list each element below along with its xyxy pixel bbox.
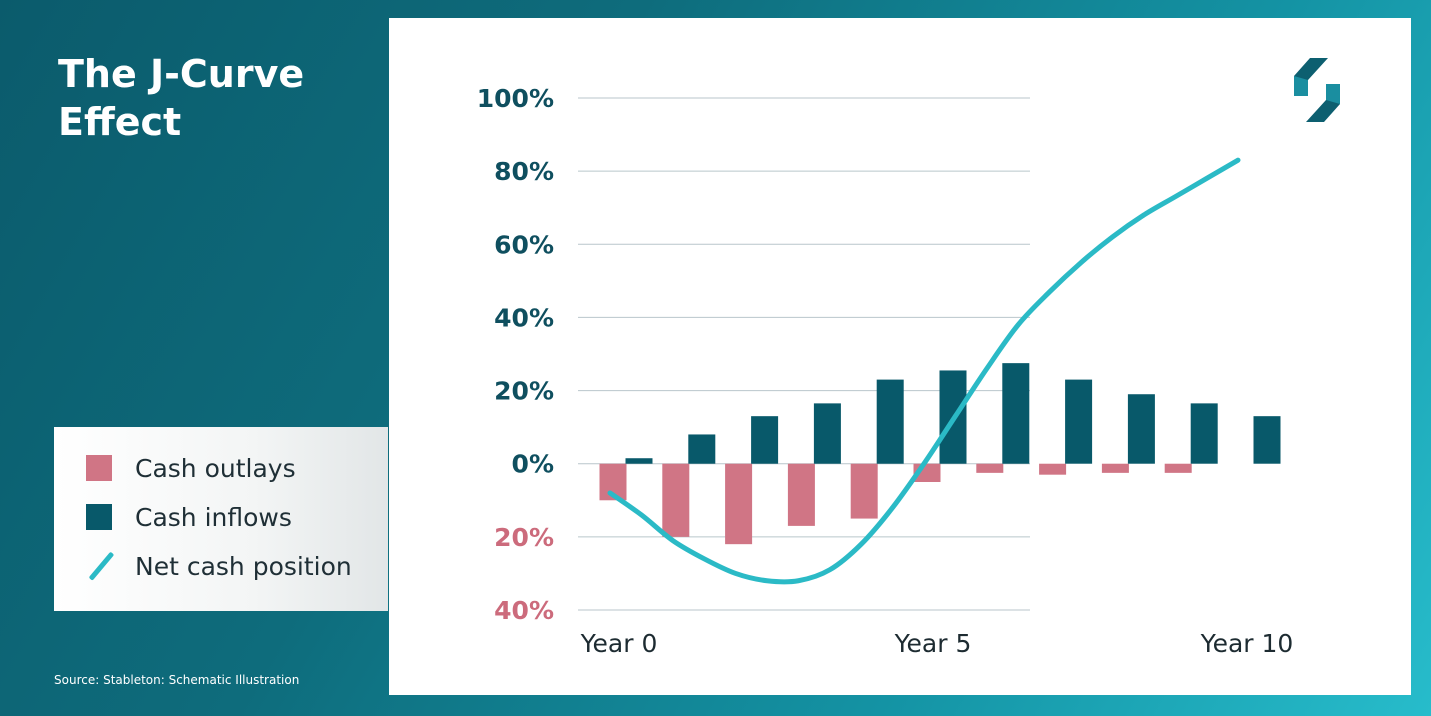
chart-panel	[389, 18, 1411, 695]
chart-legend: Cash outlays Cash inflows Net cash posit…	[54, 427, 388, 611]
bar-cash-inflow	[1127, 394, 1155, 464]
bar-cash-inflow	[625, 458, 653, 464]
bar-cash-outlay	[662, 463, 690, 537]
bar-cash-inflow	[1002, 363, 1030, 464]
legend-label: Cash outlays	[135, 453, 296, 483]
y-tick-label: 20%	[494, 523, 554, 552]
bar-cash-outlay	[1039, 463, 1067, 475]
x-tick-label: Year 5	[894, 629, 972, 658]
y-tick-label: 100%	[477, 84, 554, 113]
bar-cash-outlay	[1164, 463, 1192, 473]
source-note: Source: Stableton: Schematic Illustratio…	[54, 673, 300, 687]
x-tick-label: Year 10	[1200, 629, 1294, 658]
bar-cash-inflow	[751, 416, 779, 464]
stableton-logo-icon	[1294, 58, 1340, 122]
y-tick-label: 40%	[494, 596, 554, 625]
y-tick-label: 60%	[494, 230, 554, 259]
line-net-cash-position	[607, 157, 1241, 585]
bar-cash-outlay	[1101, 463, 1129, 473]
legend-item-cash-outlays: Cash outlays	[86, 453, 296, 483]
bar-cash-outlay	[787, 463, 815, 526]
legend-item-net-cash-position: Net cash position	[86, 551, 352, 581]
legend-label: Net cash position	[135, 551, 352, 581]
bar-cash-inflow	[1253, 416, 1281, 464]
y-tick-label: 80%	[494, 157, 554, 186]
y-tick-label: 40%	[494, 303, 554, 332]
legend-label: Cash inflows	[135, 502, 292, 532]
bar-cash-inflow	[688, 434, 716, 464]
bar-cash-inflow	[813, 403, 841, 464]
bar-cash-inflow	[876, 379, 904, 464]
bar-cash-outlay	[725, 463, 753, 545]
y-tick-label: 20%	[494, 377, 554, 406]
legend-item-cash-inflows: Cash inflows	[86, 502, 292, 532]
legend-swatch-outlays	[86, 455, 112, 481]
bar-cash-outlay	[976, 463, 1004, 473]
bar-cash-inflow	[1190, 403, 1218, 464]
page-title: The J-Curve Effect	[58, 52, 305, 144]
x-tick-label: Year 0	[580, 629, 658, 658]
bar-cash-outlay	[850, 463, 878, 519]
legend-swatch-inflows	[86, 504, 112, 530]
y-tick-label: 0%	[512, 450, 554, 479]
bar-cash-inflow	[1065, 379, 1093, 464]
